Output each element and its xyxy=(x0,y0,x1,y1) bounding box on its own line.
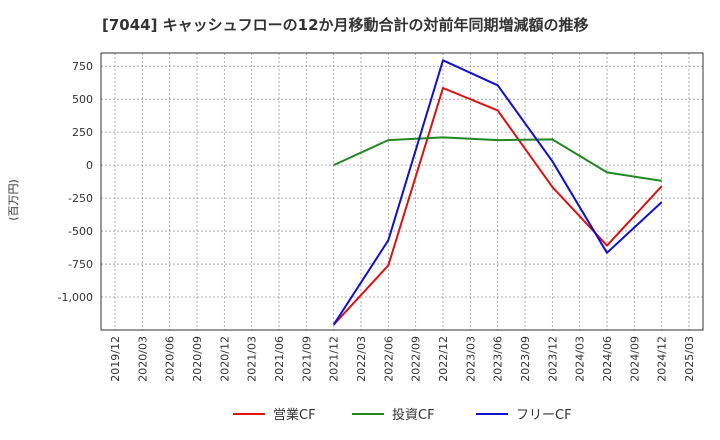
x-tick-label: 2023/09 xyxy=(519,336,532,382)
grid-layer xyxy=(101,53,703,330)
x-tick-label: 2021/09 xyxy=(300,336,313,382)
x-tick-label: 2023/03 xyxy=(464,336,477,382)
legend-label: フリーCF xyxy=(516,408,572,423)
series-line-投資CF xyxy=(333,136,662,182)
x-tick-label: 2020/06 xyxy=(164,336,177,382)
x-tick-label: 2019/12 xyxy=(109,336,122,382)
series-line-営業CF xyxy=(332,87,663,326)
x-tick-label: 2022/03 xyxy=(355,336,368,382)
x-tick-label: 2024/06 xyxy=(601,336,614,382)
x-tick-label: 2020/09 xyxy=(191,336,204,382)
plot-frame xyxy=(100,52,704,331)
y-axis-ticks: 750 500 250 0 -250 -500 -750 -1,000 xyxy=(58,60,93,304)
x-axis-ticks: 2019/12 2020/03 2020/06 2020/09 2020/12 2021/… xyxy=(109,336,696,382)
x-tick-label: 2024/03 xyxy=(574,336,587,382)
x-tick-label: 2021/06 xyxy=(273,336,286,382)
x-tick-label: 2023/06 xyxy=(492,336,505,382)
x-tick-label: 2022/06 xyxy=(382,336,395,382)
x-tick-label: 2022/09 xyxy=(410,336,423,382)
y-tick-label: -250 xyxy=(68,192,93,205)
y-axis-label: (百万円) xyxy=(7,179,20,221)
x-tick-label: 2020/12 xyxy=(218,336,231,382)
chart-title: [7044] キャッシュフローの12か月移動合計の対前年同期増減額の推移 xyxy=(102,16,589,34)
y-tick-label: 250 xyxy=(72,126,93,139)
y-tick-label: -1,000 xyxy=(58,291,93,304)
x-tick-label: 2023/12 xyxy=(546,336,559,382)
legend-label: 営業CF xyxy=(273,407,316,423)
series-layer xyxy=(332,59,663,326)
x-tick-label: 2025/03 xyxy=(683,336,696,382)
x-tick-label: 2021/03 xyxy=(246,336,259,382)
x-tick-label: 2024/12 xyxy=(656,336,669,382)
x-tick-label: 2022/12 xyxy=(437,336,450,382)
y-tick-label: 750 xyxy=(72,60,93,73)
y-tick-label: -750 xyxy=(68,258,93,271)
legend-label: 投資CF xyxy=(392,407,435,423)
x-tick-label: 2024/09 xyxy=(628,336,641,382)
y-tick-label: 0 xyxy=(86,159,93,172)
y-tick-label: -500 xyxy=(68,225,93,238)
y-tick-label: 500 xyxy=(72,93,93,106)
legend: 営業CF 投資CF フリーCF xyxy=(233,407,572,423)
x-tick-label: 2020/03 xyxy=(136,336,149,382)
series-line-フリーCF xyxy=(332,59,663,326)
x-tick-label: 2021/12 xyxy=(328,336,341,382)
